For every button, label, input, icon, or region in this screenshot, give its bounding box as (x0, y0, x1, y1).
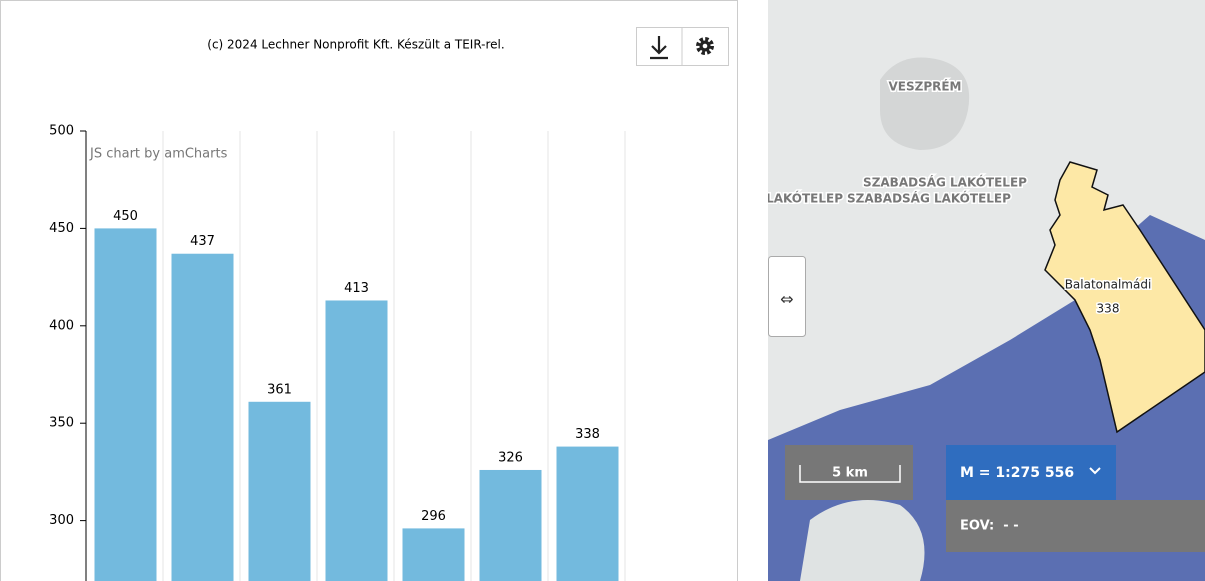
map-label: VESZPRÉM (888, 79, 961, 94)
data-label: 413 (344, 281, 369, 296)
scale-label: 5 km (832, 466, 868, 481)
bar (248, 401, 311, 581)
data-label: 450 (113, 209, 138, 224)
eov-box (946, 500, 1205, 552)
chart-credit: JS chart by amCharts (89, 147, 228, 162)
y-tick-label: 500 (49, 124, 74, 139)
data-label: 361 (267, 382, 292, 397)
zoom-label: M = 1:275 556 (960, 465, 1074, 481)
zoom-select[interactable] (946, 445, 1116, 500)
y-tick-label: 400 (49, 318, 74, 333)
region[interactable] (1044, 161, 1205, 434)
bar (479, 469, 542, 581)
map: VESZPRÉM SZABADSÁG LAKÓTELEP SZABADSÁG L… (679, 0, 1205, 581)
chart-title: (c) 2024 Lechner Nonprofit Kft. Készült … (207, 38, 504, 52)
map-label: SZABADSÁG LAKÓTELEP (679, 191, 843, 206)
y-tick-label: 450 (49, 221, 74, 236)
data-label: 437 (190, 234, 215, 249)
bar (94, 228, 157, 581)
chart: 300 350 400 450 500 450 437 361 413 296 326 338 (49, 124, 626, 581)
y-tick-label: 300 (49, 513, 74, 528)
y-tick-label: 350 (49, 416, 74, 431)
bar (325, 300, 388, 581)
data-label: 338 (575, 427, 600, 442)
panel-toggle[interactable] (768, 256, 806, 337)
data-label: 326 (498, 450, 523, 465)
download-button[interactable] (650, 36, 668, 60)
scale-bar (799, 465, 901, 483)
settings-button[interactable] (696, 37, 714, 55)
city-area (880, 57, 970, 150)
map-label: SZABADSÁG LAKÓTELEP (863, 175, 1027, 190)
data-label: 296 (421, 509, 446, 524)
chevron (1089, 467, 1101, 475)
map-label: SZABADSÁG LAKÓTELEP (847, 191, 1011, 206)
eov-label: EOV: - - (960, 519, 1019, 534)
shore (800, 500, 925, 581)
region-name: Balatonalmádi (1065, 278, 1152, 292)
toggle-icon: ⇔ (780, 290, 793, 309)
bar (171, 253, 234, 581)
scale-box (785, 445, 913, 500)
bar (556, 446, 619, 581)
bar (402, 528, 465, 581)
region-value: 338 (1097, 302, 1120, 316)
